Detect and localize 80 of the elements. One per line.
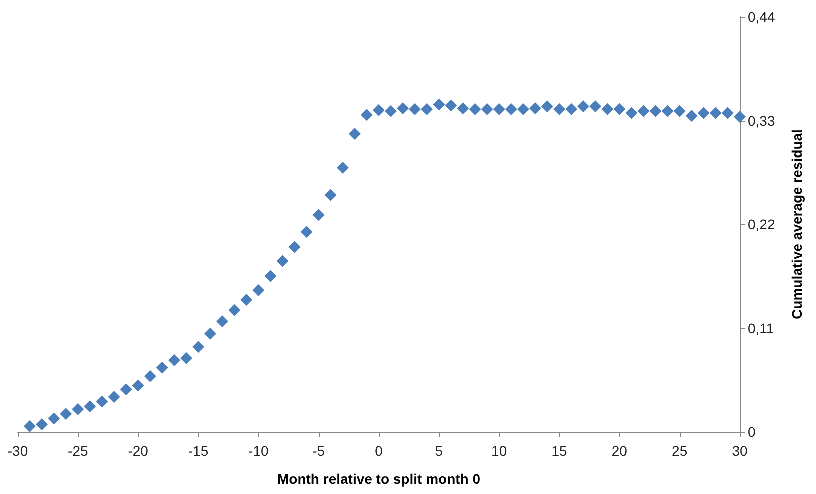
x-tick-label: -10: [248, 443, 269, 459]
point: [590, 100, 602, 113]
point: [578, 100, 590, 113]
point: [602, 103, 614, 116]
point: [626, 107, 638, 120]
x-tick-label: 0: [375, 443, 384, 459]
point: [469, 103, 482, 116]
point: [397, 102, 410, 114]
point: [240, 294, 253, 306]
point: [288, 241, 301, 254]
point: [132, 380, 144, 392]
x-tick-label: -5: [312, 443, 326, 459]
point: [144, 370, 156, 382]
point: [252, 284, 265, 297]
point: [276, 255, 289, 268]
point: [96, 396, 108, 408]
x-tick-label: 20: [612, 443, 628, 459]
point: [204, 328, 217, 340]
x-tick-label: -15: [188, 443, 209, 459]
point: [72, 403, 84, 416]
point: [336, 162, 349, 174]
point: [324, 189, 337, 202]
point: [348, 128, 361, 140]
point: [650, 105, 662, 118]
x-tick-label: -25: [68, 443, 88, 459]
y-axis-title: Cumulative average residual: [789, 130, 805, 320]
y-tick-label: 0,11: [748, 320, 774, 336]
point: [445, 100, 458, 112]
x-tick-label: -30: [8, 443, 28, 459]
point: [360, 109, 373, 122]
point: [421, 103, 434, 116]
point: [493, 103, 506, 116]
point: [156, 362, 168, 374]
point: [457, 102, 470, 114]
y-tick-label: 0: [748, 424, 756, 440]
point: [60, 408, 72, 420]
point: [228, 304, 241, 316]
point: [529, 102, 542, 114]
y-tick-label: 0,44: [748, 9, 776, 25]
point: [373, 104, 385, 116]
point: [180, 352, 192, 364]
point: [48, 412, 60, 425]
point: [300, 226, 313, 238]
x-tick-label: 15: [552, 443, 568, 459]
x-tick-label: 5: [435, 443, 444, 459]
point: [614, 103, 626, 116]
point: [674, 105, 686, 118]
x-tick-label: 25: [672, 443, 688, 459]
x-tick-label: 30: [732, 443, 748, 459]
point: [505, 103, 518, 116]
point: [686, 110, 698, 122]
x-axis-title: Month relative to split month 0: [277, 471, 481, 487]
point: [168, 354, 180, 366]
point: [481, 103, 494, 116]
point: [698, 107, 710, 120]
point: [566, 103, 578, 116]
point: [541, 100, 554, 113]
point: [734, 110, 746, 123]
point: [385, 105, 398, 118]
point: [517, 103, 530, 116]
y-tick-label: 0,33: [748, 112, 776, 129]
point: [433, 98, 446, 111]
point: [120, 384, 132, 396]
point: [409, 103, 422, 116]
x-tick-label: 10: [492, 443, 508, 459]
point: [108, 391, 120, 404]
point: [722, 107, 734, 120]
point: [36, 418, 48, 430]
x-tick-label: -20: [128, 443, 149, 459]
point: [554, 103, 566, 116]
point: [662, 105, 674, 118]
point: [264, 270, 277, 282]
y-tick-label: 0,22: [748, 216, 776, 232]
point: [192, 341, 204, 354]
point: [312, 209, 325, 222]
point: [24, 420, 36, 432]
point: [84, 400, 96, 413]
point: [638, 105, 650, 118]
point: [216, 316, 229, 328]
point: [710, 107, 722, 120]
